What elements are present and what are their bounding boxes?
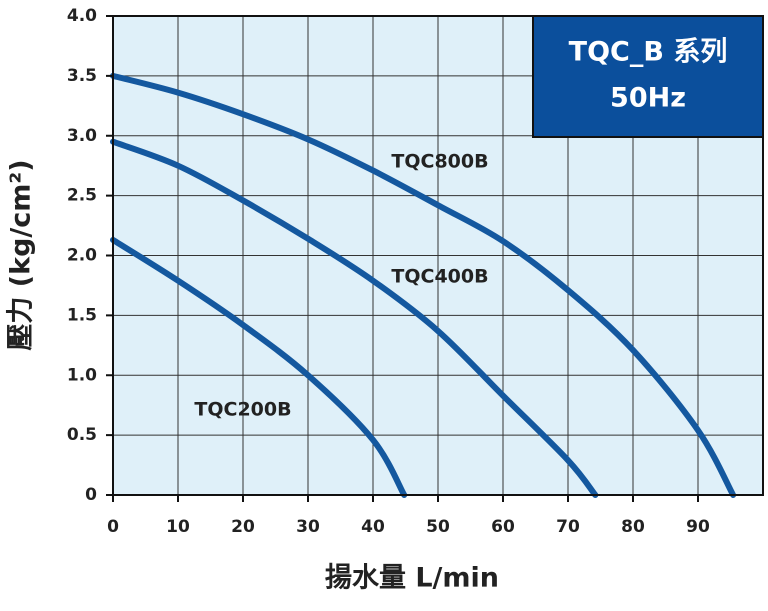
curve: [110, 72, 737, 498]
x-tick-label: 20: [231, 517, 255, 537]
x-tick-label: 60: [491, 517, 515, 537]
y-tick-label: 4.0: [67, 6, 97, 26]
curve: [110, 236, 408, 498]
chart-title: TQC_B 系列: [569, 37, 728, 68]
y-tick-label: 2.5: [67, 186, 97, 206]
y-tick-label: 3.0: [67, 126, 97, 146]
y-axis-label: 壓力 (kg/cm²): [6, 159, 37, 350]
series-label: TQC800B: [391, 151, 488, 173]
x-tick-label: 70: [556, 517, 580, 537]
y-tick-label: 2.0: [67, 246, 97, 266]
y-tick-label: 1.5: [67, 305, 97, 325]
x-tick-label: 0: [107, 517, 119, 537]
chart-subtitle: 50Hz: [610, 83, 686, 114]
y-tick-label: 0.5: [67, 425, 97, 445]
title-box: [532, 15, 764, 138]
curve: [110, 138, 599, 498]
x-tick-label: 40: [361, 517, 385, 537]
x-tick-label: 10: [166, 517, 190, 537]
y-tick-label: 0: [85, 485, 97, 505]
x-tick-label: 90: [686, 517, 710, 537]
x-tick-label: 50: [426, 517, 450, 537]
y-tick-label: 3.5: [67, 66, 97, 86]
y-tick-label: 1.0: [67, 365, 97, 385]
x-tick-label: 30: [296, 517, 320, 537]
x-axis-label: 揚水量 L/min: [325, 563, 499, 594]
series-label: TQC200B: [194, 399, 291, 421]
series-label: TQC400B: [391, 266, 488, 288]
x-tick-label: 80: [621, 517, 645, 537]
